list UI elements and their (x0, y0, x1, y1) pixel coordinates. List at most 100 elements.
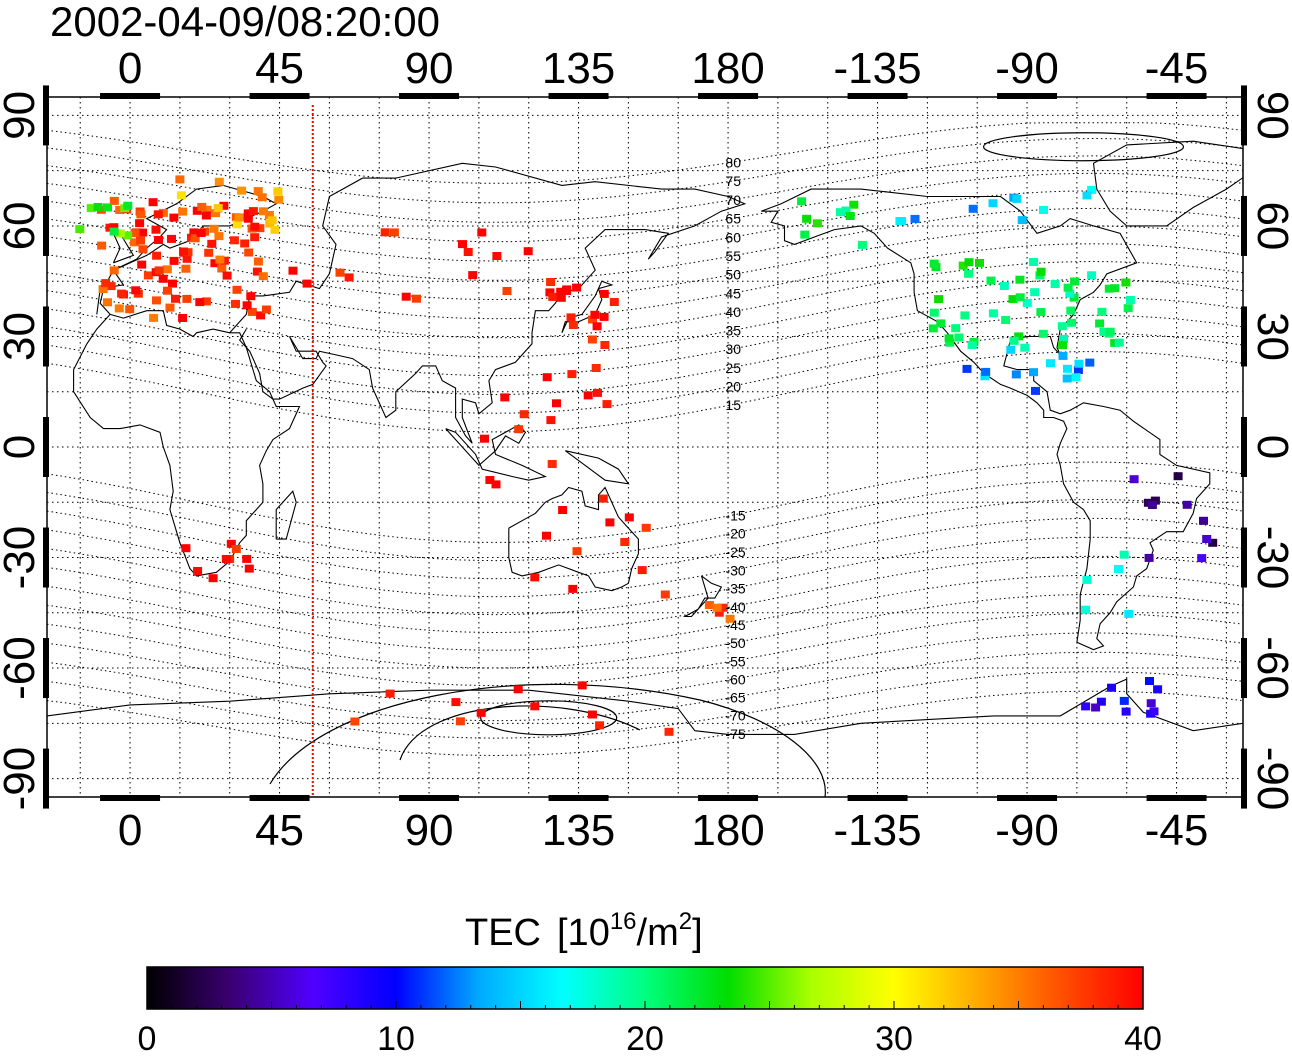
contour-label: -35 (725, 581, 745, 597)
bottom-longitude-axis: 0 45 90 135 180 -135 -90 -45 (118, 806, 1209, 855)
tec-cell (231, 299, 240, 308)
tec-cell (620, 538, 630, 546)
contour-label: -75 (725, 726, 745, 742)
tec-cell (109, 227, 119, 236)
magnetic-contour-line (47, 613, 1243, 687)
magnetic-contour-line (47, 122, 1243, 184)
tec-cell (167, 234, 176, 243)
tec-cell (169, 256, 179, 265)
tec-cell (1146, 699, 1156, 708)
tec-cell (857, 240, 867, 249)
tec-cell (246, 292, 256, 301)
tec-cell (208, 574, 218, 583)
tec-cell (605, 518, 615, 527)
top-lon-tick-label: 180 (691, 44, 764, 93)
tec-cell (1197, 554, 1207, 563)
tec-cell (1173, 472, 1183, 481)
tec-cell (148, 198, 158, 207)
new-guinea-coast (564, 450, 630, 485)
tec-cell (988, 309, 998, 318)
left-lat-tick-label: 30 (0, 312, 44, 361)
left-frame-bar (43, 417, 49, 477)
contour-label: -40 (725, 599, 745, 615)
tec-cell (221, 555, 231, 563)
contour-label: 70 (725, 192, 741, 208)
tec-cell (929, 308, 939, 317)
tec-cell (960, 311, 970, 320)
frame-tick-bars (43, 85, 1247, 809)
left-latitude-axis: 90 60 30 0 -30 -60 -90 (0, 91, 44, 810)
bottom-frame-bar (698, 795, 759, 801)
tec-cell (476, 708, 486, 717)
tec-cell (244, 564, 254, 573)
tec-cell (562, 285, 572, 294)
tec-cell (986, 276, 996, 285)
tec-cell (380, 228, 390, 237)
tec-cell (135, 219, 145, 228)
magnetic-contour-line (47, 207, 1243, 281)
tec-cell (215, 255, 225, 264)
contour-label: 55 (725, 248, 741, 264)
bottom-frame-bar (548, 795, 609, 801)
tec-cell (587, 335, 597, 344)
tec-cell (485, 476, 495, 484)
south-polar-contour (399, 705, 641, 761)
tec-cell (117, 289, 127, 298)
tec-cell (1091, 703, 1101, 712)
tec-cell (624, 513, 634, 522)
tec-cell (513, 685, 523, 694)
tec-cell (1001, 316, 1011, 324)
tec-cell (130, 229, 140, 238)
tec-cell (176, 191, 186, 200)
tec-cell (910, 214, 920, 223)
new-zealand-coast (682, 575, 723, 618)
contour-label: 40 (725, 304, 741, 320)
tec-cell (257, 193, 267, 202)
left-frame-bar (43, 638, 49, 699)
tec-cell (240, 239, 250, 248)
contour-label: -20 (725, 526, 745, 542)
tec-cell (226, 539, 236, 548)
tec-cell (1015, 293, 1025, 302)
tec-cell (1065, 289, 1075, 298)
right-lat-tick-label: 60 (1248, 201, 1292, 250)
right-lat-tick-label: 90 (1248, 91, 1292, 140)
tec-cell (204, 248, 214, 257)
tec-cell (106, 282, 116, 291)
tec-cell (519, 410, 529, 419)
tec-cell (1096, 697, 1106, 706)
map-area: 80 75 70 65 60 55 50 45 40 35 30 25 20 15 -15 -20 -25 -30… (43, 85, 1247, 809)
right-frame-bar (1241, 195, 1247, 256)
tec-cell (242, 301, 252, 310)
tec-cell (897, 217, 906, 226)
tec-cell (1104, 284, 1114, 293)
tec-cell (981, 367, 991, 376)
tec-cell (968, 204, 978, 213)
tec-cell (1073, 366, 1083, 374)
tec-cell (812, 219, 822, 228)
top-lon-tick-label: -45 (1145, 44, 1209, 93)
top-frame-bar (100, 93, 161, 99)
right-lat-tick-label: 0 (1248, 435, 1292, 459)
bottom-lon-tick-label: 135 (542, 806, 615, 855)
contour-label: 65 (725, 211, 741, 227)
tec-cell (1062, 374, 1072, 383)
tec-cell (577, 681, 587, 690)
tec-cell (1029, 368, 1038, 377)
tec-cell (546, 416, 556, 425)
tec-cell (558, 506, 568, 514)
tec-cell (566, 313, 576, 322)
bottom-lon-tick-label: -135 (834, 806, 922, 855)
tec-cell (600, 341, 610, 349)
right-lat-tick-label: -60 (1248, 636, 1292, 700)
bottom-lon-tick-label: 45 (255, 806, 304, 855)
tec-cell (152, 296, 161, 305)
magnetic-contour-line (47, 690, 1243, 757)
tec-cell (593, 388, 602, 397)
magnetic-contour-line (47, 260, 1243, 339)
colorbar-tick-label: 20 (626, 1020, 664, 1057)
bottom-frame-bar (100, 795, 161, 801)
tec-cell (165, 303, 175, 312)
tec-cell (252, 267, 262, 276)
magnetic-latitude-contours (47, 122, 1243, 797)
